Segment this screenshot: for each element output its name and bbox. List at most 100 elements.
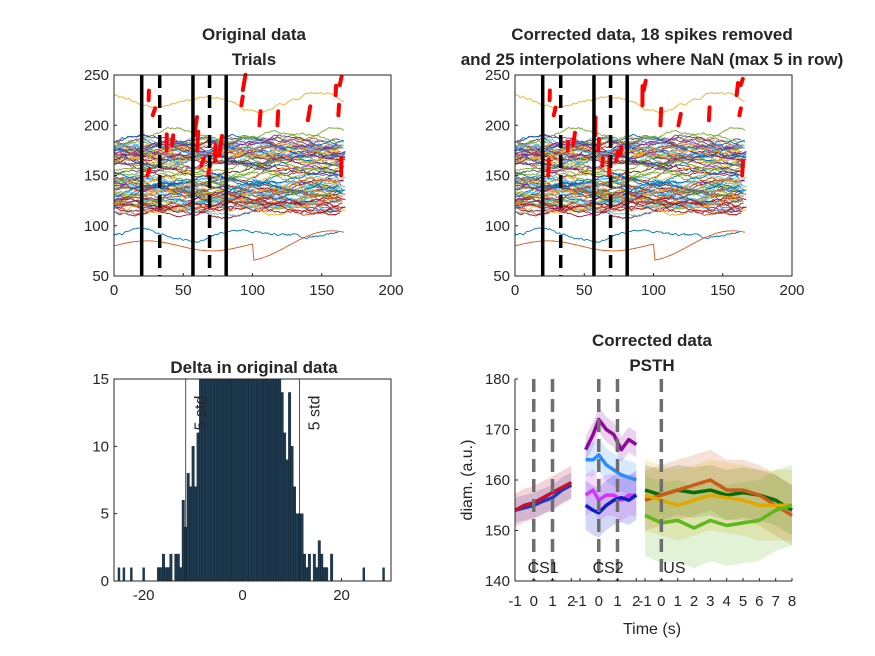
psth-xtick-label: 3 — [706, 593, 714, 610]
original-xtick-label: 200 — [378, 282, 403, 299]
corrected-spike-mark — [740, 159, 746, 178]
corrected-trace — [514, 133, 746, 149]
delta-histogram-outlier-bar — [117, 567, 121, 581]
delta-histogram-bar — [166, 567, 170, 582]
delta-histogram-bar — [179, 567, 183, 582]
delta-histogram-bar — [236, 378, 240, 582]
psth-ytick-label: 140 — [485, 573, 510, 590]
panel-psth: Corrected data PSTH CS1 CS2 US -1 0 1 2-1 0 1 2-… — [459, 331, 796, 638]
original-spike-mark — [239, 94, 245, 108]
delta-histogram-bar — [228, 378, 232, 582]
corrected-spike-mark — [734, 81, 741, 98]
original-ytick-label: 250 — [84, 67, 109, 84]
original-ytick-label: 150 — [84, 168, 109, 185]
psth-xtick-label: -1 — [638, 593, 651, 610]
corrected-spike-mark — [600, 155, 605, 168]
original-trace — [113, 133, 345, 149]
panel-corrected: Corrected data, 18 spikes removed and 25… — [461, 25, 844, 299]
delta-histogram-bar — [169, 553, 173, 582]
corrected-ytick-label: 100 — [485, 218, 510, 235]
psth-us-band — [645, 464, 792, 536]
delta-histogram-bar — [162, 553, 165, 582]
delta-histogram-bar — [268, 378, 272, 582]
panel-original-title-2: Trials — [232, 50, 276, 69]
panel-corrected-title-2: and 25 interpolations where NaN (max 5 i… — [461, 50, 844, 69]
psth-cs1-line — [514, 480, 573, 512]
panel-psth-title-1: Corrected data — [592, 331, 713, 350]
corrected-interpolated-marks — [546, 76, 746, 178]
original-ytick-label: 100 — [84, 218, 109, 235]
psth-cs2-line — [584, 417, 638, 452]
delta-histogram-bar — [300, 513, 304, 582]
psth-cs2-line — [585, 453, 637, 482]
psth-xtick-label: 1 — [548, 593, 556, 610]
original-trace — [113, 138, 344, 155]
delta-histogram-bar — [221, 378, 225, 582]
psth-ytick-label: 170 — [485, 422, 510, 439]
psth-cs2-line — [584, 488, 637, 502]
delta-histogram-bar — [238, 378, 242, 582]
original-trace — [113, 159, 343, 181]
corrected-spike-mark — [641, 78, 648, 93]
delta-histogram-bar — [256, 378, 259, 582]
delta-histogram-bar — [253, 378, 257, 582]
original-spike-mark — [240, 72, 248, 93]
delta-histogram-bar — [241, 378, 245, 582]
corrected-ytick-label: 200 — [485, 117, 510, 134]
corrected-spike-mark — [618, 145, 624, 158]
original-traces — [113, 91, 346, 261]
psth-xtick-label: 2 — [690, 593, 698, 610]
corrected-spike-mark — [546, 157, 551, 178]
delta-histogram-bar — [251, 378, 254, 582]
original-xtick-label: 150 — [309, 282, 334, 299]
corrected-xtick-label: 100 — [641, 282, 666, 299]
corrected-epoch-lines — [540, 75, 629, 276]
panel-original: Original data Trials 0 50 100 150 2005010015… — [84, 25, 404, 299]
original-spike-mark — [195, 129, 201, 153]
delta-histogram-bar — [303, 553, 306, 582]
original-ytick-label: 50 — [92, 268, 109, 285]
psth-cs2-line — [584, 493, 638, 515]
delta-histogram-bar — [191, 446, 195, 582]
corrected-spike-mark — [614, 149, 620, 163]
original-spike-mark — [170, 133, 176, 148]
psth-segment-label: CS1 — [528, 560, 559, 577]
delta-histogram-bar — [223, 378, 227, 582]
delta-histogram-outlier-bar — [142, 567, 145, 581]
delta-histogram-bar — [280, 392, 284, 582]
original-spike-mark — [275, 109, 281, 128]
psth-xlabel: Time (s) — [623, 621, 681, 638]
corrected-ytick-label: 150 — [485, 168, 510, 185]
panel-delta-title: Delta in original data — [170, 358, 338, 377]
panel-psth-title-2: PSTH — [629, 356, 674, 375]
delta-histogram-outlier-bar — [382, 567, 385, 581]
psth-xtick-label: 1 — [613, 593, 621, 610]
delta-histogram-bar — [322, 567, 326, 582]
psth-xtick-label: -1 — [508, 593, 521, 610]
delta-std-label: 5 std — [193, 396, 210, 431]
corrected-spike-mark — [676, 111, 683, 128]
corrected-spike-mark — [738, 76, 745, 88]
original-trace — [113, 230, 344, 261]
delta-histogram-bar — [315, 567, 319, 582]
delta-histogram-bar — [320, 553, 324, 582]
delta-histogram-outlier-bar — [122, 567, 126, 581]
original-trace — [113, 188, 343, 208]
delta-histogram-bar — [174, 553, 178, 582]
delta-histogram-bar — [290, 446, 294, 582]
corrected-xtick-label: 50 — [576, 282, 593, 299]
original-xtick-label: 0 — [110, 282, 118, 299]
delta-histogram-bar — [305, 567, 309, 582]
psth-xtick-label: 6 — [755, 593, 763, 610]
delta-histogram-outlier-bar — [130, 567, 133, 581]
original-trace — [113, 91, 344, 114]
delta-histogram-bar — [231, 378, 235, 582]
delta-histogram-bar — [216, 378, 220, 582]
delta-ticks: -20 0 20 0 5 10 15 — [92, 371, 350, 604]
psth-xtick-label: 4 — [722, 593, 730, 610]
original-spike-mark — [217, 134, 225, 158]
delta-ytick-label: 15 — [92, 371, 109, 388]
